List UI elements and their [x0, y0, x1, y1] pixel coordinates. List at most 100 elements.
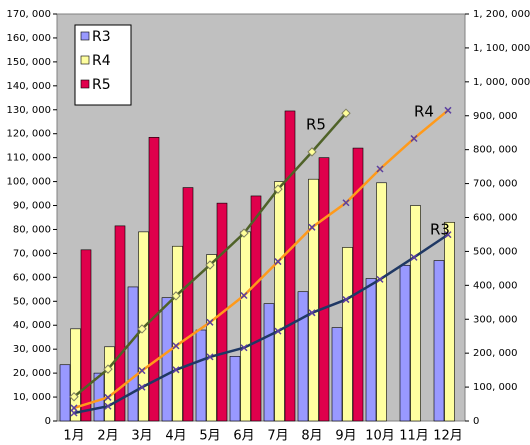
- bar: [410, 205, 421, 422]
- bar: [148, 136, 160, 422]
- x-tick-label: 10月: [365, 429, 395, 444]
- y-tick-label: 40, 000: [13, 320, 51, 331]
- legend-label: R3: [92, 29, 111, 45]
- x-tick-label: 4月: [165, 429, 186, 444]
- bar: [399, 265, 411, 422]
- y-tick-label: 110, 000: [6, 153, 51, 164]
- marker: [444, 106, 452, 114]
- y-tick-label: 80, 000: [13, 224, 51, 235]
- marker: [308, 223, 316, 231]
- bar: [114, 225, 126, 422]
- y-tick-label: 170, 000: [6, 9, 51, 20]
- bar: [444, 221, 455, 422]
- y-tick-label: 160, 000: [6, 33, 51, 44]
- bar: [195, 329, 207, 422]
- x-tick-label: 6月: [233, 429, 254, 444]
- y2-tick-label: 800, 000: [473, 145, 518, 156]
- y2-tick-label: 900, 000: [473, 111, 518, 122]
- marker: [171, 291, 181, 301]
- marker: [137, 324, 147, 334]
- annotation: R4: [414, 103, 434, 121]
- marker: [274, 327, 282, 335]
- marker: [376, 275, 384, 283]
- x-tick-label: 7月: [267, 429, 288, 444]
- bar: [93, 372, 105, 422]
- bar: [250, 195, 262, 422]
- marker: [103, 364, 113, 374]
- legend-swatch: [80, 79, 90, 89]
- bar: [70, 328, 81, 422]
- x-tick-label: 8月: [301, 429, 322, 444]
- marker: [70, 404, 78, 412]
- y2-tick-label: 500, 000: [473, 246, 518, 257]
- legend-swatch: [80, 55, 90, 65]
- marker: [70, 409, 78, 417]
- bar: [80, 249, 92, 422]
- bar: [433, 260, 445, 422]
- bar: [127, 286, 139, 422]
- bar: [297, 291, 309, 422]
- y-tick-label: 60, 000: [13, 272, 51, 283]
- marker: [69, 392, 79, 402]
- y2-tick-label: 600, 000: [473, 213, 518, 224]
- y-tick-label: 120, 000: [6, 129, 51, 140]
- marker: [341, 108, 351, 118]
- x-tick-label: 12月: [433, 429, 463, 444]
- marker: [138, 383, 146, 391]
- y-tick-label: 0: [45, 416, 51, 427]
- x-tick-label: 2月: [97, 429, 118, 444]
- annotation: R5: [306, 116, 326, 134]
- y2-tick-label: 1, 000, 000: [473, 77, 530, 88]
- y-tick-label: 10, 000: [13, 392, 51, 403]
- y-tick-label: 50, 000: [13, 296, 51, 307]
- y2-tick-label: 200, 000: [473, 348, 518, 359]
- legend-label: R4: [92, 53, 111, 69]
- y-tick-label: 150, 000: [6, 57, 51, 68]
- marker: [342, 296, 350, 304]
- line: [73, 233, 449, 415]
- bar: [59, 364, 71, 422]
- bar: [104, 346, 115, 422]
- y2-tick-label: 1, 100, 000: [473, 43, 530, 54]
- marker: [205, 260, 215, 270]
- marker: [172, 342, 180, 350]
- bar: [263, 303, 275, 422]
- y-tick-label: 70, 000: [13, 248, 51, 259]
- marker: [240, 344, 248, 352]
- marker: [104, 393, 112, 401]
- marker: [376, 165, 384, 173]
- marker: [273, 184, 283, 194]
- y2-tick-label: 400, 000: [473, 280, 518, 291]
- bar: [308, 178, 319, 422]
- y-tick-label: 30, 000: [13, 344, 51, 355]
- marker: [410, 253, 418, 261]
- y-tick-label: 90, 000: [13, 201, 51, 212]
- marker: [104, 402, 112, 410]
- marker: [274, 258, 282, 266]
- legend-swatch: [80, 31, 90, 41]
- marker: [307, 147, 317, 157]
- marker: [410, 134, 418, 143]
- line: [73, 109, 449, 410]
- x-tick-label: 1月: [63, 429, 84, 444]
- bar: [352, 147, 364, 422]
- bar: [274, 181, 285, 422]
- annotation: R3: [430, 221, 450, 239]
- bar: [240, 231, 251, 422]
- marker: [308, 309, 316, 317]
- x-tick-label: 5月: [199, 429, 220, 444]
- bar: [182, 187, 194, 422]
- x-tick-label: 3月: [131, 429, 152, 444]
- marker: [206, 353, 214, 361]
- x-tick-label: 11月: [399, 429, 429, 444]
- marker: [240, 291, 248, 300]
- bar: [161, 297, 173, 422]
- bar: [229, 356, 241, 422]
- y-tick-label: 140, 000: [6, 81, 51, 92]
- legend-label: R5: [92, 77, 111, 93]
- bar: [376, 182, 387, 422]
- y-tick-label: 130, 000: [6, 105, 51, 116]
- bar: [331, 327, 343, 422]
- marker: [239, 228, 249, 238]
